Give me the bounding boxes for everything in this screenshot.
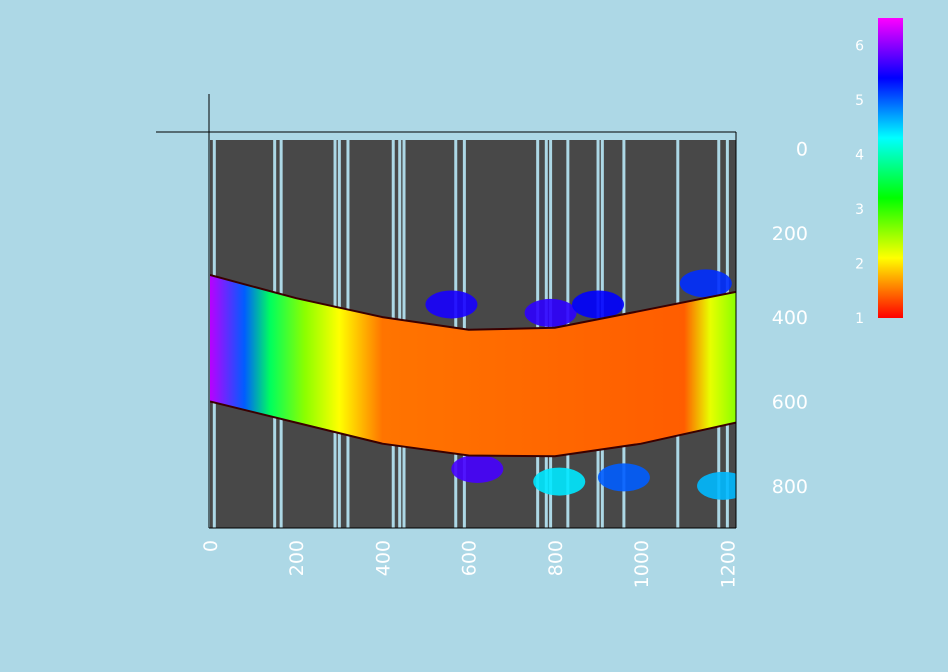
band-upper-edge (210, 274, 736, 331)
colorbar-tick-label: 5 (855, 93, 864, 109)
outflow-blobs (425, 269, 736, 500)
colorbar-tick-labels: 1 2 3 4 5 6 (855, 38, 864, 327)
x-tick-label: 1200 (717, 540, 739, 588)
x-tick-label: 400 (373, 540, 395, 576)
colorbar-tick-label: 2 (855, 257, 864, 273)
colorbar: 1 2 3 4 5 6 (855, 18, 903, 327)
outflow-blob (597, 463, 650, 492)
outflow-blob (524, 298, 577, 327)
y-tick-labels: 0 200 400 600 800 (772, 138, 808, 497)
y-tick-label: 800 (772, 476, 808, 498)
x-tick-label: 1000 (631, 540, 653, 588)
outflow-blob (697, 471, 736, 500)
y-tick-label: 600 (772, 392, 808, 414)
y-tick-label: 0 (796, 138, 808, 160)
band-lower-edge (210, 400, 736, 458)
outflow-blob (533, 467, 586, 496)
colorbar-tick-label: 6 (855, 38, 864, 54)
outflow-blob (679, 269, 732, 298)
heatmap-band (210, 275, 736, 457)
x-tick-label: 600 (459, 540, 481, 576)
x-tick-label: 200 (286, 540, 308, 576)
axes (156, 94, 737, 529)
colorbar-bar (878, 18, 903, 318)
x-tick-label: 800 (545, 540, 567, 576)
plot-area (210, 140, 736, 528)
y-tick-label: 200 (772, 223, 808, 245)
outflow-blob (451, 454, 504, 483)
colorbar-tick-label: 4 (855, 147, 864, 163)
outflow-blob (572, 290, 625, 319)
colorbar-tick-label: 1 (855, 311, 864, 327)
x-tick-labels: 0 200 400 600 800 1000 1200 (200, 540, 739, 588)
y-tick-label: 400 (772, 307, 808, 329)
x-tick-label: 0 (200, 540, 222, 552)
outflow-blob (425, 290, 478, 319)
colorbar-tick-label: 3 (855, 202, 864, 218)
